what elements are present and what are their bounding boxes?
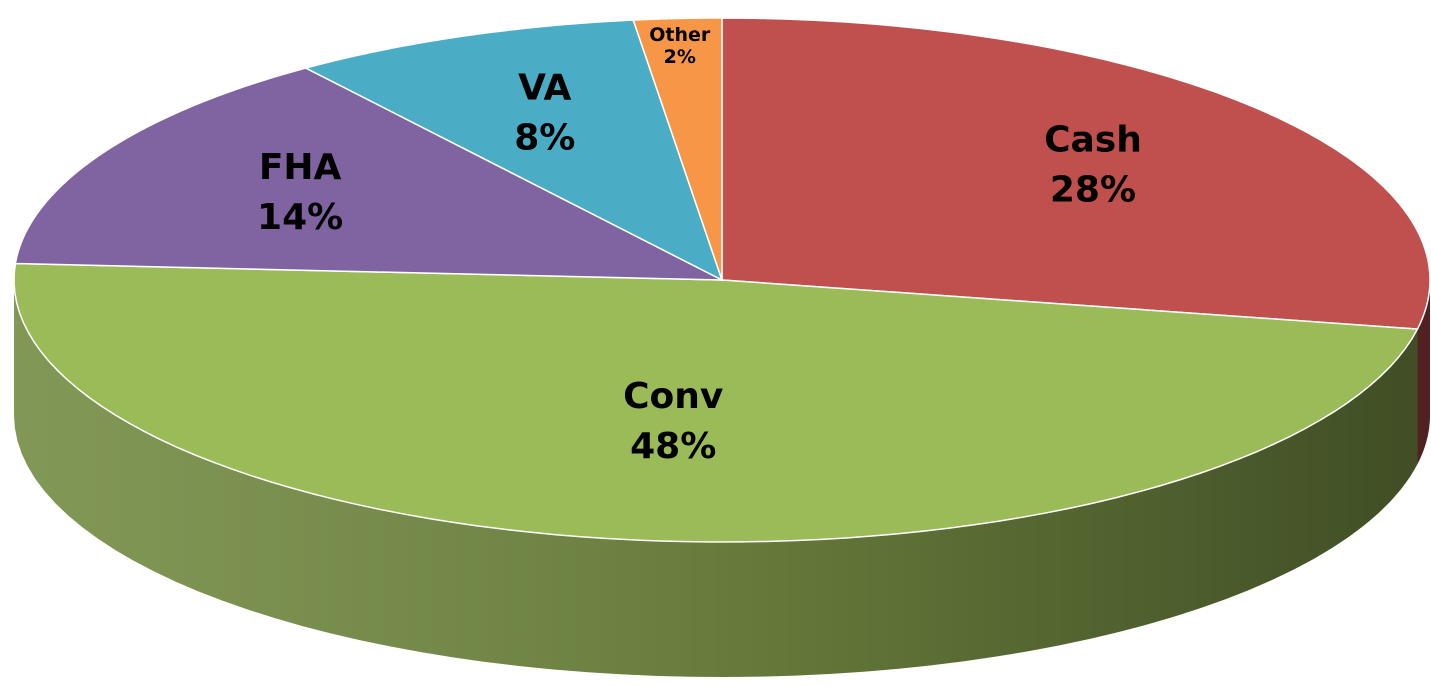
slice-value: 28% [1050, 169, 1136, 210]
pie-slice [14, 67, 723, 281]
pie-slice [721, 17, 1431, 330]
slice-category: Other [649, 24, 711, 46]
slice-value: 8% [514, 117, 575, 158]
pie-tops [13, 17, 1431, 543]
pie-slice [303, 19, 724, 282]
pie-slice [632, 17, 723, 281]
slice-category: FHA [259, 147, 342, 188]
slice-value: 2% [664, 46, 696, 68]
slice-category: Cash [1044, 119, 1142, 160]
slice-category: Conv [623, 376, 723, 417]
slice-value: 48% [630, 426, 716, 467]
pie-sides [14, 280, 1430, 677]
slice-value: 14% [257, 197, 343, 238]
pie-slice [13, 262, 1419, 543]
slice-category: VA [518, 67, 571, 108]
side-shading [14, 280, 1430, 677]
